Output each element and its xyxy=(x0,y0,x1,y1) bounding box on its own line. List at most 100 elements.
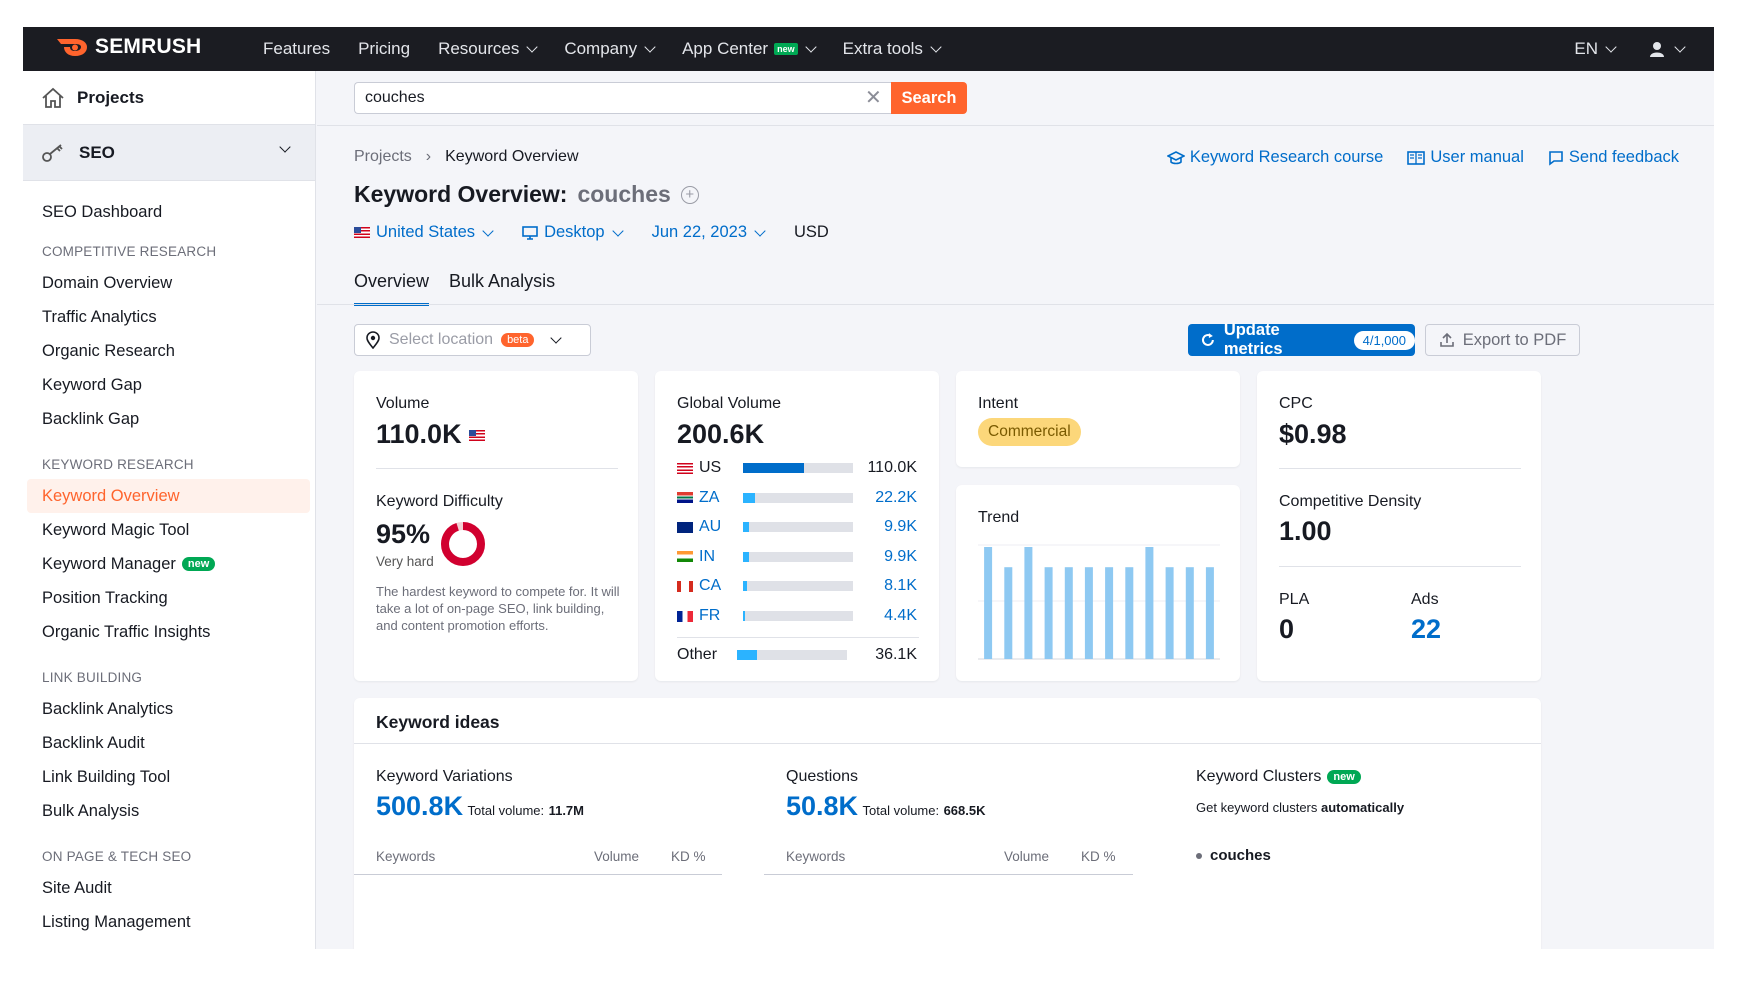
card-divider xyxy=(354,743,1541,744)
nav-item-app-center[interactable]: App Center new xyxy=(682,39,817,59)
fr-flag-icon xyxy=(677,610,693,622)
clear-search-icon[interactable]: ✕ xyxy=(865,87,882,109)
trend-bar[interactable] xyxy=(1105,567,1114,659)
sidebar-item-keyword-gap[interactable]: Keyword Gap xyxy=(23,368,315,402)
desktop-icon xyxy=(522,225,538,240)
breadcrumb-projects[interactable]: Projects xyxy=(354,148,412,165)
trend-bar[interactable] xyxy=(1064,567,1073,659)
country-volume: 110.0K xyxy=(867,459,917,476)
chevron-down-icon xyxy=(526,41,538,53)
sidebar-item-position-tracking[interactable]: Position Tracking xyxy=(23,581,315,615)
semrush-logo[interactable]: SEMRUSH xyxy=(55,35,201,59)
global-volume-row-au[interactable]: AU 9.9K xyxy=(677,516,917,538)
intent-card: Intent Commercial xyxy=(956,371,1240,467)
trend-bar[interactable] xyxy=(1205,567,1214,659)
sidebar-item-listing-management[interactable]: Listing Management xyxy=(23,905,315,939)
sidebar-projects[interactable]: Projects xyxy=(23,71,315,125)
sidebar-seo-group[interactable]: SEO xyxy=(23,125,315,181)
global-volume-row-ca[interactable]: CA 8.1K xyxy=(677,575,917,597)
sidebar-item-link-building-tool[interactable]: Link Building Tool xyxy=(23,760,315,794)
page-title: Keyword Overview: couches + xyxy=(354,181,699,208)
trend-bar[interactable] xyxy=(984,547,993,659)
trend-bar[interactable] xyxy=(1125,567,1134,659)
sidebar-item-label: Backlink Audit xyxy=(42,733,145,752)
country-code: CA xyxy=(699,577,722,595)
sidebar-item-organic-research[interactable]: Organic Research xyxy=(23,334,315,368)
nav-item-extra-tools[interactable]: Extra tools xyxy=(843,39,942,59)
sidebar-item-label: Organic Research xyxy=(42,341,175,360)
volume-share-fill xyxy=(743,551,749,562)
global-volume-row-za[interactable]: ZA 22.2K xyxy=(677,487,917,509)
trend-bar[interactable] xyxy=(1004,567,1013,659)
global-volume-row-us[interactable]: US 110.0K xyxy=(677,457,917,479)
sidebar-item-backlink-audit[interactable]: Backlink Audit xyxy=(23,726,315,760)
language-selector[interactable]: EN xyxy=(1574,39,1617,59)
tab-overview[interactable]: Overview xyxy=(354,271,430,306)
trend-bar[interactable] xyxy=(1084,567,1093,659)
send-feedback-link[interactable]: Send feedback xyxy=(1548,148,1679,167)
export-pdf-button[interactable]: Export to PDF xyxy=(1425,324,1580,356)
tab-bulk-analysis[interactable]: Bulk Analysis xyxy=(449,271,556,291)
keyword-research-course-link[interactable]: Keyword Research course xyxy=(1166,148,1383,167)
trend-bar[interactable] xyxy=(1145,547,1154,659)
trend-bar[interactable] xyxy=(1044,567,1053,659)
sidebar-item-traffic-analytics[interactable]: Traffic Analytics xyxy=(23,300,315,334)
country-volume: 9.9K xyxy=(884,518,917,536)
keyword-search-input[interactable] xyxy=(354,82,891,114)
update-metrics-button[interactable]: Update metrics 4/1,000 xyxy=(1188,321,1415,358)
volume-share-fill xyxy=(737,650,757,660)
sidebar-item-seo-dashboard[interactable]: SEO Dashboard xyxy=(42,202,163,221)
user-manual-link[interactable]: User manual xyxy=(1407,148,1524,167)
search-button[interactable]: Search xyxy=(891,82,967,114)
country-code: ZA xyxy=(699,488,720,506)
sidebar-item-organic-traffic-insights[interactable]: Organic Traffic Insights xyxy=(23,615,315,649)
volume-share-bar xyxy=(743,581,853,592)
ads-value[interactable]: 22 xyxy=(1411,614,1442,644)
kd-label: Keyword Difficulty xyxy=(376,493,503,510)
trend-bar[interactable] xyxy=(1024,547,1033,659)
card-divider xyxy=(677,637,919,638)
other-label: Other xyxy=(677,646,718,663)
device-selector[interactable]: Desktop xyxy=(522,223,624,242)
add-keyword-icon[interactable]: + xyxy=(680,185,699,204)
sidebar-item-bulk-analysis[interactable]: Bulk Analysis xyxy=(23,794,315,828)
chevron-down-icon xyxy=(482,224,494,237)
keyword-clusters: Keyword Clusters new Get keyword clusters… xyxy=(1196,768,1404,815)
sidebar-item-keyword-overview[interactable]: Keyword Overview xyxy=(27,479,310,513)
nav-item-pricing[interactable]: Pricing xyxy=(358,39,410,59)
country-selector[interactable]: United States xyxy=(354,223,494,242)
variations-value[interactable]: 500.8K xyxy=(376,791,464,821)
sidebar-item-seo-content-template[interactable]: SEO Content Template xyxy=(23,939,315,950)
sidebar-item-backlink-gap[interactable]: Backlink Gap xyxy=(23,402,315,436)
volume-share-bar xyxy=(743,522,853,533)
table-divider xyxy=(764,874,1133,875)
sidebar-item-backlink-analytics[interactable]: Backlink Analytics xyxy=(23,692,315,726)
bullet-icon xyxy=(1196,852,1202,859)
nav-item-resources[interactable]: Resources xyxy=(438,39,538,59)
nav-item-features[interactable]: Features xyxy=(263,39,330,59)
nav-menu: Features Pricing Resources Company App Cente… xyxy=(263,27,942,71)
volume-share-fill xyxy=(743,522,749,533)
sidebar-item-keyword-manager[interactable]: Keyword Manager new xyxy=(23,547,315,581)
global-volume-row-in[interactable]: IN 9.9K xyxy=(677,546,917,568)
tab-divider xyxy=(317,304,1714,305)
volume-share-bar xyxy=(743,463,853,473)
user-menu[interactable] xyxy=(1649,41,1686,57)
volume-value: 110.0K xyxy=(376,419,486,450)
sidebar-item-keyword-magic-tool[interactable]: Keyword Magic Tool xyxy=(23,513,315,547)
sidebar-item-domain-overview[interactable]: Domain Overview xyxy=(23,266,315,300)
questions-value[interactable]: 50.8K xyxy=(786,791,859,821)
trend-bar[interactable] xyxy=(1165,567,1174,659)
trend-bar[interactable] xyxy=(1185,567,1194,659)
global-volume-row-fr[interactable]: FR 4.4K xyxy=(677,605,917,627)
nav-item-company[interactable]: Company xyxy=(564,39,656,59)
volume-share-fill xyxy=(743,492,756,503)
pla-value: 0 xyxy=(1279,614,1295,644)
date-selector[interactable]: Jun 22, 2023 xyxy=(652,223,766,242)
location-selector[interactable]: Select location beta xyxy=(354,324,591,356)
sidebar-item-site-audit[interactable]: Site Audit xyxy=(23,871,315,905)
volume-share-bar xyxy=(743,611,853,621)
cluster-item[interactable]: couches xyxy=(1196,847,1271,864)
volume-share-fill xyxy=(743,581,748,592)
volume-number: 110.0K xyxy=(376,419,462,449)
